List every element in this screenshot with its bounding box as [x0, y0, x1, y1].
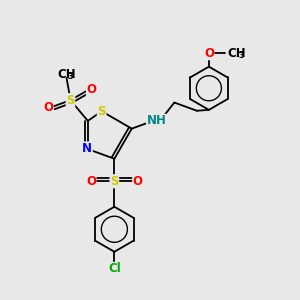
- Text: NH: NH: [147, 114, 166, 128]
- Text: O: O: [204, 47, 214, 60]
- Text: Cl: Cl: [108, 262, 121, 275]
- Text: O: O: [133, 175, 143, 188]
- Text: N: N: [82, 142, 92, 155]
- Text: 3: 3: [238, 51, 244, 60]
- Text: CH: CH: [227, 47, 246, 60]
- Text: O: O: [43, 101, 53, 114]
- Text: 3: 3: [68, 72, 74, 81]
- Text: O: O: [86, 83, 97, 96]
- Text: S: S: [98, 105, 106, 118]
- Text: S: S: [110, 175, 118, 188]
- Text: CH: CH: [57, 68, 76, 81]
- Text: S: S: [66, 94, 75, 107]
- Text: O: O: [86, 175, 96, 188]
